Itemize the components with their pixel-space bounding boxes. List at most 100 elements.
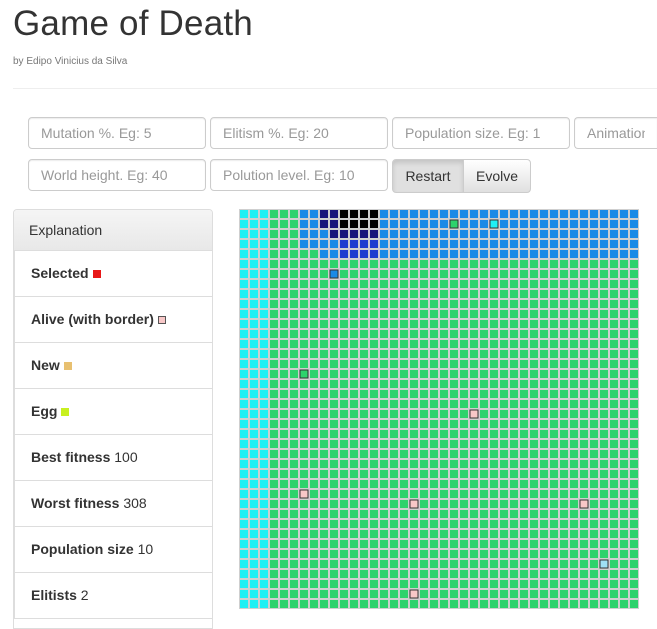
grid-cell[interactable] <box>449 509 459 519</box>
grid-cell[interactable] <box>479 319 489 329</box>
grid-cell[interactable] <box>269 399 279 409</box>
grid-cell[interactable] <box>469 499 479 509</box>
grid-cell[interactable] <box>559 529 569 539</box>
grid-cell[interactable] <box>279 409 289 419</box>
grid-cell[interactable] <box>319 599 329 609</box>
grid-cell[interactable] <box>459 209 469 219</box>
grid-cell[interactable] <box>259 229 269 239</box>
grid-cell[interactable] <box>489 479 499 489</box>
grid-cell[interactable] <box>329 399 339 409</box>
grid-cell[interactable] <box>289 599 299 609</box>
grid-cell[interactable] <box>289 509 299 519</box>
grid-cell[interactable] <box>619 289 629 299</box>
grid-cell[interactable] <box>309 239 319 249</box>
grid-cell[interactable] <box>449 579 459 589</box>
grid-cell[interactable] <box>249 599 259 609</box>
grid-cell[interactable] <box>539 579 549 589</box>
grid-cell[interactable] <box>589 219 599 229</box>
grid-cell[interactable] <box>509 439 519 449</box>
grid-cell[interactable] <box>259 299 269 309</box>
grid-cell[interactable] <box>629 439 639 449</box>
grid-cell[interactable] <box>349 329 359 339</box>
grid-cell[interactable] <box>509 289 519 299</box>
grid-cell[interactable] <box>629 349 639 359</box>
grid-cell[interactable] <box>579 229 589 239</box>
grid-cell[interactable] <box>419 419 429 429</box>
grid-cell[interactable] <box>309 499 319 509</box>
grid-cell[interactable] <box>479 509 489 519</box>
grid-cell[interactable] <box>329 469 339 479</box>
alive-individual[interactable] <box>329 269 339 279</box>
grid-cell[interactable] <box>459 599 469 609</box>
grid-cell[interactable] <box>409 509 419 519</box>
grid-cell[interactable] <box>349 599 359 609</box>
grid-cell[interactable] <box>499 569 509 579</box>
grid-cell[interactable] <box>439 399 449 409</box>
grid-cell[interactable] <box>469 379 479 389</box>
grid-cell[interactable] <box>499 599 509 609</box>
grid-cell[interactable] <box>389 499 399 509</box>
grid-cell[interactable] <box>529 589 539 599</box>
grid-cell[interactable] <box>299 249 309 259</box>
grid-cell[interactable] <box>409 349 419 359</box>
grid-cell[interactable] <box>419 529 429 539</box>
grid-cell[interactable] <box>529 259 539 269</box>
grid-cell[interactable] <box>419 549 429 559</box>
grid-cell[interactable] <box>559 439 569 449</box>
grid-cell[interactable] <box>349 399 359 409</box>
grid-cell[interactable] <box>289 549 299 559</box>
grid-cell[interactable] <box>309 429 319 439</box>
grid-cell[interactable] <box>299 559 309 569</box>
grid-cell[interactable] <box>289 489 299 499</box>
grid-cell[interactable] <box>409 569 419 579</box>
grid-cell[interactable] <box>419 599 429 609</box>
grid-cell[interactable] <box>259 449 269 459</box>
grid-cell[interactable] <box>419 579 429 589</box>
grid-cell[interactable] <box>569 559 579 569</box>
grid-cell[interactable] <box>629 489 639 499</box>
grid-cell[interactable] <box>259 219 269 229</box>
grid-cell[interactable] <box>379 209 389 219</box>
grid-cell[interactable] <box>289 449 299 459</box>
grid-cell[interactable] <box>589 339 599 349</box>
grid-cell[interactable] <box>379 299 389 309</box>
grid-cell[interactable] <box>499 369 509 379</box>
grid-cell[interactable] <box>259 319 269 329</box>
grid-cell[interactable] <box>349 269 359 279</box>
grid-cell[interactable] <box>269 529 279 539</box>
grid-cell[interactable] <box>559 379 569 389</box>
grid-cell[interactable] <box>419 399 429 409</box>
grid-cell[interactable] <box>419 359 429 369</box>
grid-cell[interactable] <box>309 509 319 519</box>
grid-cell[interactable] <box>259 519 269 529</box>
grid-cell[interactable] <box>249 539 259 549</box>
grid-cell[interactable] <box>299 519 309 529</box>
grid-cell[interactable] <box>479 479 489 489</box>
grid-cell[interactable] <box>289 259 299 269</box>
grid-cell[interactable] <box>389 269 399 279</box>
grid-cell[interactable] <box>469 339 479 349</box>
grid-cell[interactable] <box>359 389 369 399</box>
mutation-input[interactable] <box>28 117 206 149</box>
grid-cell[interactable] <box>439 219 449 229</box>
grid-cell[interactable] <box>239 589 249 599</box>
grid-cell[interactable] <box>509 419 519 429</box>
grid-cell[interactable] <box>629 379 639 389</box>
grid-cell[interactable] <box>519 389 529 399</box>
grid-cell[interactable] <box>539 249 549 259</box>
grid-cell[interactable] <box>459 549 469 559</box>
grid-cell[interactable] <box>349 279 359 289</box>
grid-cell[interactable] <box>509 539 519 549</box>
grid-cell[interactable] <box>369 579 379 589</box>
grid-cell[interactable] <box>399 349 409 359</box>
grid-cell[interactable] <box>629 549 639 559</box>
grid-cell[interactable] <box>419 509 429 519</box>
grid-cell[interactable] <box>389 459 399 469</box>
grid-cell[interactable] <box>429 559 439 569</box>
grid-cell[interactable] <box>479 599 489 609</box>
grid-cell[interactable] <box>379 369 389 379</box>
grid-cell[interactable] <box>509 359 519 369</box>
grid-cell[interactable] <box>629 579 639 589</box>
grid-cell[interactable] <box>429 469 439 479</box>
grid-cell[interactable] <box>499 439 509 449</box>
